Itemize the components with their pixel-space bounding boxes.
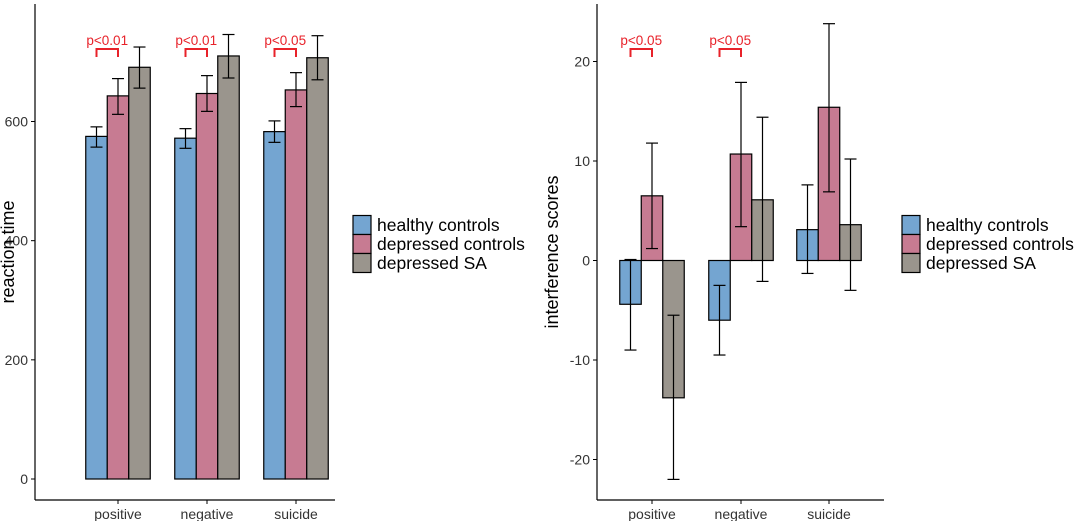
bar-healthy-controls-positive: [85, 135, 108, 480]
y-tick-label: 600: [5, 114, 29, 130]
bar-depressed-SA-suicide: [306, 57, 329, 480]
bar-depressed-SA-negative: [217, 55, 240, 480]
y-tick-label: -20: [570, 452, 590, 468]
significance-label: p<0.01: [175, 33, 217, 48]
significance-bracket: [95, 48, 119, 57]
y-axis-label: interference scores: [542, 175, 562, 328]
x-tick-label: suicide: [807, 506, 851, 521]
legend-swatch-depressed-SA: [352, 252, 372, 274]
y-axis-label: reaction time: [0, 200, 18, 303]
y-tick-label: 200: [5, 352, 29, 368]
bar-depressed-controls-positive: [106, 95, 130, 480]
x-tick-label: suicide: [274, 506, 318, 521]
significance-label: p<0.05: [709, 33, 751, 48]
x-tick-label: positive: [94, 506, 142, 521]
significance-bracket: [718, 48, 742, 57]
significance-bracket: [184, 48, 208, 57]
bar-depressed-SA-positive: [128, 66, 151, 480]
legend-label: depressed SA: [377, 253, 487, 273]
legend-swatch-depressed-SA: [901, 252, 921, 274]
y-tick-label: 20: [574, 54, 590, 70]
significance-label: p<0.05: [620, 33, 662, 48]
significance-bracket: [629, 48, 653, 57]
bar-depressed-controls-suicide: [284, 89, 308, 480]
x-tick-label: negative: [181, 506, 234, 521]
y-tick-label: 400: [5, 233, 29, 249]
legend-label: depressed controls: [377, 234, 525, 254]
legend-label: healthy controls: [926, 215, 1049, 235]
y-tick-label: 0: [20, 471, 28, 487]
significance-label: p<0.01: [86, 33, 128, 48]
bar-healthy-controls-negative: [174, 137, 197, 480]
significance-bracket: [273, 48, 297, 57]
y-tick-label: 0: [582, 253, 590, 269]
x-tick-label: negative: [715, 506, 768, 521]
legend-swatch-depressed-controls: [352, 233, 372, 255]
y-tick-label: -10: [570, 352, 590, 368]
significance-label: p<0.05: [264, 33, 306, 48]
chart-1: 0 200 400 600 reaction time positive negative s…: [0, 4, 525, 522]
legend-swatch-healthy-controls: [901, 214, 921, 236]
x-tick-label: positive: [628, 506, 676, 521]
legend-swatch-depressed-controls: [901, 233, 921, 255]
bar-healthy-controls-suicide: [263, 131, 286, 480]
chart-2: -20 -10 0 10 20 interference scores positive ne…: [542, 4, 1074, 522]
legend-label: depressed controls: [926, 234, 1074, 254]
y-tick-label: 10: [574, 153, 590, 169]
legend-swatch-healthy-controls: [352, 214, 372, 236]
bar-depressed-controls-negative: [195, 92, 219, 480]
legend-label: healthy controls: [377, 215, 500, 235]
legend-label: depressed SA: [926, 253, 1036, 273]
